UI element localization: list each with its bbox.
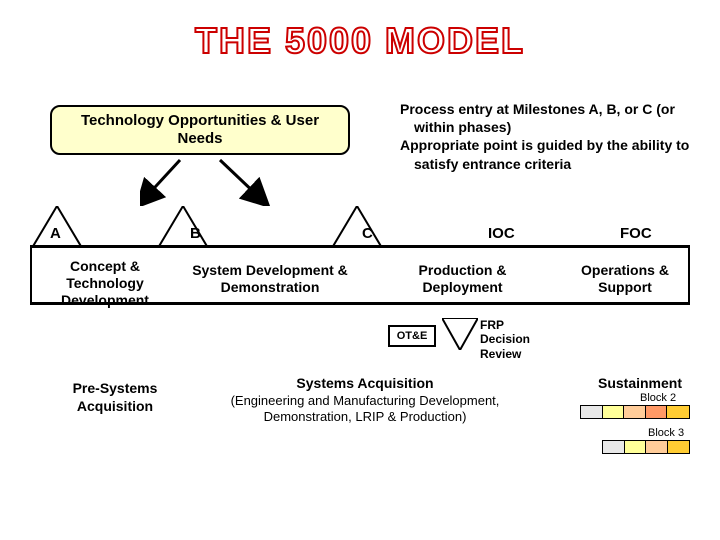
phase-sdd: System Development & Demonstration — [190, 262, 350, 296]
down-arrows — [140, 158, 280, 206]
phase-concept: Concept & Technology Development — [40, 258, 170, 308]
phase-ops: Operations & Support — [565, 262, 685, 296]
frp-decision-text: FRP Decision Review — [480, 318, 530, 361]
systems-acq-label: Systems Acquisition (Engineering and Man… — [215, 375, 515, 425]
milestone-label-ioc: IOC — [488, 225, 515, 242]
phase-prod: Production & Deployment — [400, 262, 525, 296]
milestone-label-foc: FOC — [620, 225, 652, 242]
pre-systems-label: Pre-Systems Acquisition — [60, 380, 170, 415]
phase-sep-1 — [30, 245, 32, 305]
block-3-label: Block 3 — [648, 427, 684, 439]
phase-sep-2 — [688, 245, 690, 305]
page-title: THE 5000 MODEL — [195, 20, 525, 62]
entry-criteria-text: Process entry at Milestones A, B, or C (… — [400, 100, 700, 173]
milestone-triangle-c — [332, 206, 382, 248]
block-2-label: Block 2 — [640, 392, 676, 404]
block-3-bar — [602, 440, 690, 454]
milestone-label-c: C — [362, 225, 373, 242]
ote-triangle — [442, 318, 478, 350]
milestone-label-a: A — [50, 225, 61, 242]
milestone-label-b: B — [190, 225, 201, 242]
sustainment-label: Sustainment — [590, 375, 690, 393]
block-2-bar — [580, 405, 690, 419]
ote-box: OT&E — [388, 325, 436, 347]
tech-opportunities-box: Technology Opportunities & User Needs — [50, 105, 350, 155]
